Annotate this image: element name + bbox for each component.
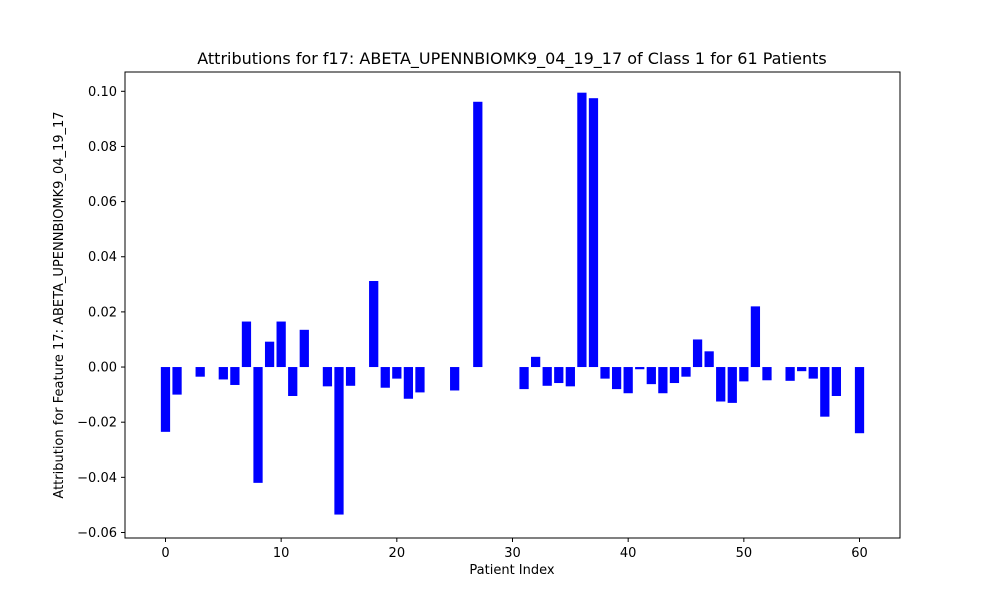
bar-patient-40 — [623, 367, 633, 394]
x-tick-label: 50 — [736, 546, 753, 561]
bar-patient-10 — [276, 321, 286, 368]
bar-patient-50 — [739, 367, 749, 382]
bar-patient-20 — [392, 367, 402, 379]
bar-patient-5 — [218, 367, 228, 380]
bar-patient-46 — [692, 339, 703, 368]
bar-patient-57 — [820, 367, 830, 417]
bar-patient-33 — [542, 367, 552, 386]
x-tick-label: 10 — [273, 546, 290, 561]
bar-patient-60 — [854, 367, 865, 434]
bar-patient-7 — [241, 321, 252, 368]
bar-patient-45 — [681, 367, 691, 377]
x-tick-label: 20 — [389, 546, 406, 561]
bar-patient-52 — [762, 367, 772, 381]
bar-patient-3 — [195, 367, 205, 377]
bar-patient-22 — [415, 367, 425, 393]
chart-title: Attributions for f17: ABETA_UPENNBIOMK9_… — [197, 49, 827, 69]
bar-patient-58 — [831, 367, 842, 396]
y-tick-label: 0.10 — [88, 85, 117, 100]
y-tick-label: −0.04 — [77, 471, 117, 486]
bar-patient-55 — [797, 367, 807, 372]
bar-patient-12 — [299, 329, 309, 368]
y-tick-label: −0.06 — [77, 526, 117, 541]
bar-patient-32 — [531, 356, 541, 368]
y-axis-ticks: −0.06 −0.04 −0.02 0.00 0.02 0.04 0.06 0.08 0.10 — [77, 85, 125, 541]
bar-patient-49 — [727, 367, 737, 403]
y-tick-label: 0.06 — [88, 195, 117, 210]
bar-patient-15 — [334, 367, 344, 515]
bar-patient-16 — [345, 367, 356, 386]
bar-patient-27 — [473, 101, 483, 368]
x-axis-ticks: 0 10 20 30 40 50 60 — [161, 538, 868, 561]
bar-patient-6 — [230, 367, 240, 385]
x-axis-label: Patient Index — [469, 563, 554, 578]
bar-patient-18 — [369, 281, 379, 368]
bar-patient-34 — [554, 367, 564, 384]
bar-series — [160, 92, 865, 515]
bar-patient-19 — [380, 367, 390, 388]
bar-patient-42 — [646, 367, 656, 385]
y-tick-label: 0.02 — [88, 305, 117, 320]
plot-frame — [124, 71, 901, 539]
bar-patient-43 — [658, 367, 668, 394]
bar-patient-51 — [750, 306, 761, 368]
bar-patient-0 — [160, 367, 171, 432]
bar-patient-54 — [785, 367, 795, 381]
y-tick-label: −0.02 — [77, 416, 117, 431]
bar-patient-44 — [669, 367, 680, 384]
x-tick-label: 40 — [620, 546, 637, 561]
y-tick-label: 0.00 — [88, 361, 117, 376]
bar-patient-56 — [808, 367, 818, 379]
bar-patient-38 — [600, 367, 610, 379]
bar-patient-36 — [577, 92, 587, 368]
bar-patient-8 — [253, 367, 263, 483]
bar-patient-47 — [704, 351, 714, 368]
bar-patient-25 — [450, 367, 460, 391]
bar-patient-9 — [264, 341, 275, 368]
bar-patient-14 — [322, 367, 333, 387]
bar-patient-41 — [635, 367, 645, 370]
bar-patient-48 — [716, 367, 726, 402]
y-axis-label: Attribution for Feature 17: ABETA_UPENNB… — [52, 111, 67, 498]
x-tick-label: 30 — [504, 546, 521, 561]
bar-patient-21 — [403, 367, 414, 399]
bar-patient-37 — [588, 98, 599, 368]
bar-patient-31 — [519, 367, 529, 390]
y-tick-label: 0.08 — [88, 140, 117, 155]
bar-patient-35 — [565, 367, 575, 387]
bar-patient-1 — [172, 367, 182, 395]
bar-patient-39 — [611, 367, 622, 390]
y-tick-label: 0.04 — [88, 250, 117, 265]
x-tick-label: 60 — [851, 546, 868, 561]
x-tick-label: 0 — [161, 546, 169, 561]
bar-patient-11 — [288, 367, 298, 396]
